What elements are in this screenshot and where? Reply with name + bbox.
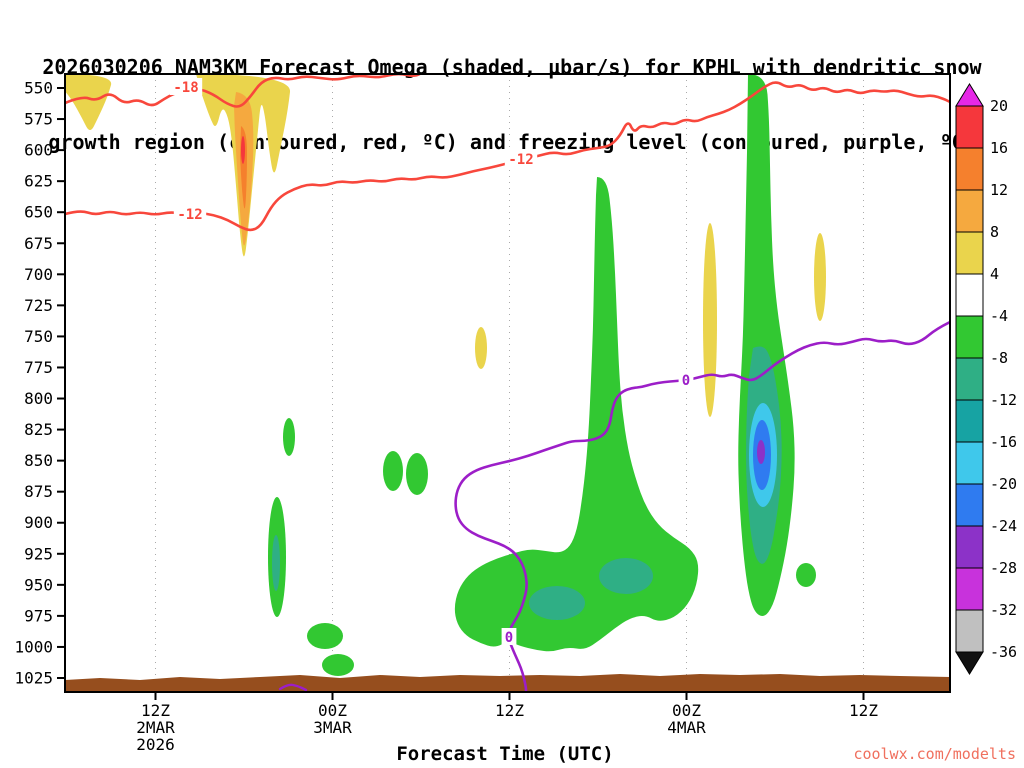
shade-yellow-streak-a <box>475 327 487 369</box>
y-tick-label: 725 <box>24 296 53 315</box>
contour-0 <box>278 683 308 692</box>
y-tick-label: 750 <box>24 327 53 346</box>
contour--12 <box>65 81 950 232</box>
contour-0 <box>454 320 950 692</box>
colorbar-tick-label: -16 <box>990 433 1017 451</box>
colorbar-tick-label: 12 <box>990 181 1008 199</box>
x-tick-sublabel: 2MAR <box>136 718 175 737</box>
x-tick-label: 12Z <box>141 701 170 720</box>
shade-purple-core <box>757 440 765 464</box>
colorbar-tick-label: -12 <box>990 391 1017 409</box>
colorbar-segment <box>955 399 984 443</box>
contour-label-bg <box>173 205 207 222</box>
colorbar-tick-label: 20 <box>990 97 1008 115</box>
shade-yellow-streak-c <box>814 233 826 321</box>
y-tick-label: 575 <box>24 110 53 129</box>
colorbar-tick-label: -28 <box>990 559 1017 577</box>
contour-label: -12 <box>508 152 533 168</box>
colorbar-segment <box>955 273 984 317</box>
colorbar-segment <box>955 357 984 401</box>
shade-red-core-fleck <box>241 136 245 164</box>
colorbar-tick-label: -20 <box>990 475 1017 493</box>
shade-green-blob-mid-a <box>383 451 403 491</box>
shade-teal-patch-b <box>599 558 653 594</box>
contour-label: 0 <box>505 630 513 646</box>
x-tick-sublabel: 2026 <box>136 735 175 754</box>
colorbar-segment <box>955 189 984 233</box>
shade-green-column-main <box>454 177 699 652</box>
y-tick-label: 800 <box>24 389 53 408</box>
colorbar-segment <box>955 567 984 611</box>
y-tick-label: 775 <box>24 358 53 377</box>
colorbar-over-arrow <box>955 83 984 107</box>
shade-green-blob-right-small <box>796 563 816 587</box>
x-tick-label: 00Z <box>672 701 701 720</box>
contour-label: -12 <box>177 207 202 223</box>
watermark-text: coolwx.com/modelts <box>853 745 1016 763</box>
y-tick-label: 975 <box>24 606 53 625</box>
colorbar-tick-label: -32 <box>990 601 1017 619</box>
colorbar-tick-label: -24 <box>990 517 1017 535</box>
contour-label: 0 <box>682 373 690 389</box>
x-axis-title: Forecast Time (UTC) <box>396 743 614 765</box>
y-tick-label: 850 <box>24 451 53 470</box>
colorbar-segment <box>955 609 984 653</box>
shade-green-streak-small <box>283 418 295 456</box>
y-tick-label: 925 <box>24 544 53 563</box>
y-tick-label: 950 <box>24 575 53 594</box>
colorbar-tick-label: -4 <box>990 307 1008 325</box>
shade-teal-streak-inner <box>272 535 280 591</box>
shade-yellow-topleft <box>65 74 112 130</box>
plot-frame <box>64 73 951 693</box>
x-tick-sublabel: 3MAR <box>313 718 352 737</box>
y-tick-label: 900 <box>24 513 53 532</box>
contour--18 <box>65 74 423 108</box>
contour-label-bg <box>504 150 538 167</box>
colorbar-segment <box>955 315 984 359</box>
x-tick-label: 00Z <box>318 701 347 720</box>
x-tick-label: 12Z <box>495 701 524 720</box>
colorbar-segment <box>955 525 984 569</box>
colorbar-tick-label: 8 <box>990 223 999 241</box>
y-tick-label: 600 <box>24 141 53 160</box>
colorbar-tick-label: 16 <box>990 139 1008 157</box>
shade-green-blob-bottom-b <box>322 654 354 676</box>
plot-area: -18 -12 -12 0 0 <box>65 74 950 692</box>
contour-label-bg <box>678 371 694 388</box>
y-tick-label: 700 <box>24 265 53 284</box>
colorbar-segment <box>955 231 984 275</box>
contour-label-bg <box>501 628 517 645</box>
colorbar-segment <box>955 441 984 485</box>
y-tick-label: 550 <box>24 79 53 98</box>
y-tick-label: 1000 <box>14 637 53 656</box>
colorbar-segment <box>955 147 984 191</box>
y-tick-label: 675 <box>24 234 53 253</box>
y-tick-label: 825 <box>24 420 53 439</box>
colorbar-segment <box>955 105 984 149</box>
contour-label: -18 <box>173 80 198 96</box>
shade-yellow-streak-b <box>703 223 717 417</box>
y-tick-label: 625 <box>24 172 53 191</box>
y-tick-label: 650 <box>24 203 53 222</box>
contour-label-bg <box>169 78 203 95</box>
x-tick-sublabel: 4MAR <box>667 718 706 737</box>
chart-title-line2: growth region (contoured, red, ºC) and f… <box>48 130 976 154</box>
x-tick-label: 12Z <box>849 701 878 720</box>
y-tick-label: 1025 <box>14 668 53 687</box>
colorbar-tick-label: -36 <box>990 643 1017 661</box>
terrain-strip <box>65 674 950 691</box>
colorbar-segment <box>955 483 984 527</box>
colorbar-tick-label: -8 <box>990 349 1008 367</box>
colorbar-tick-label: 4 <box>990 265 999 283</box>
y-tick-label: 875 <box>24 482 53 501</box>
shade-green-blob-bottom-a <box>307 623 343 649</box>
shade-green-blob-mid-b <box>406 453 428 495</box>
shade-teal-patch-a <box>529 586 585 620</box>
colorbar-under-arrow <box>955 651 984 675</box>
